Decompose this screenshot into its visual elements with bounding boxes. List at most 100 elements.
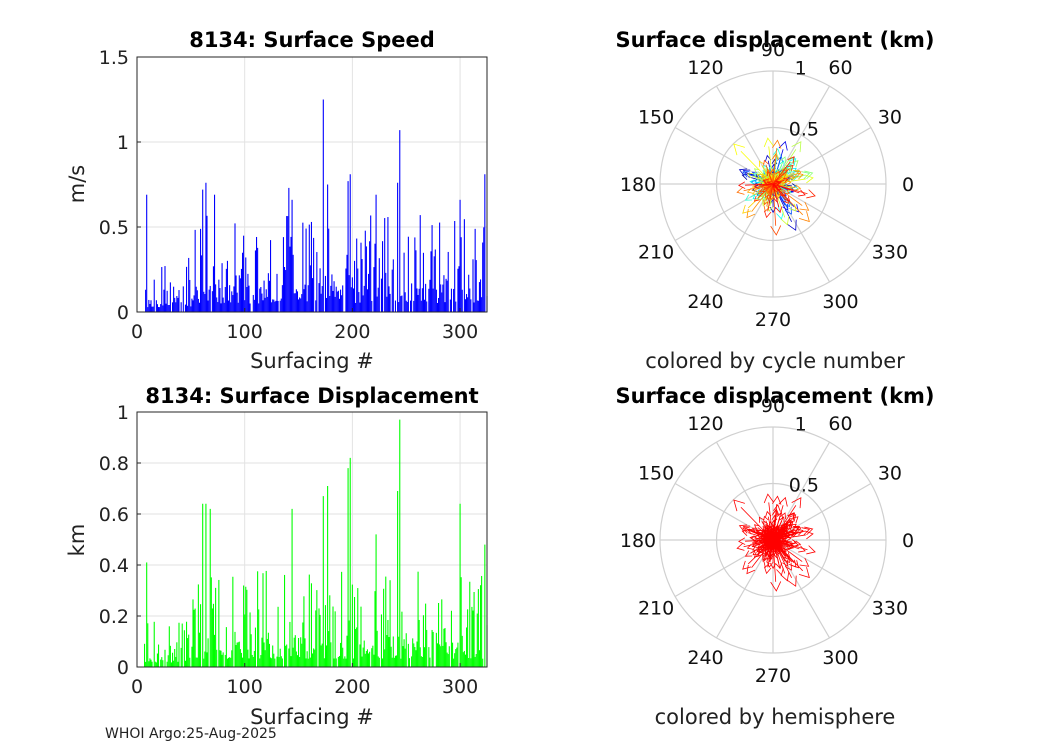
vector-arrowhead (791, 497, 802, 509)
theta-tick-label: 60 (828, 413, 852, 435)
vector-arrowhead (749, 535, 755, 541)
vector-arrowhead (763, 555, 769, 562)
displacement-vector (772, 539, 800, 550)
theta-tick-label: 0 (902, 174, 914, 196)
vector-arrowhead (744, 194, 753, 201)
x-tick-label: 0 (131, 321, 143, 343)
vector-arrowhead (775, 180, 781, 186)
vector-arrowhead (770, 168, 776, 174)
vector-arrowhead (770, 524, 776, 530)
theta-tick-label: 120 (687, 413, 723, 435)
vector-arrowhead (757, 189, 764, 195)
vector-arrowhead (773, 197, 779, 203)
vector-arrowhead (762, 179, 768, 185)
displacement-chart-title: 8134: Surface Displacement (145, 384, 478, 408)
x-tick-label: 200 (334, 676, 370, 698)
theta-tick-label: 330 (872, 242, 908, 264)
vector-arrowhead (783, 554, 789, 560)
displacement-vector (745, 183, 774, 186)
vector-arrowhead (798, 545, 806, 553)
footer-credit: WHOI Argo:25-Aug-2025 (105, 726, 277, 742)
displacement-vector (772, 183, 787, 199)
vector-arrowhead (798, 189, 806, 197)
theta-tick-label: 300 (822, 647, 858, 669)
theta-tick-label: 150 (638, 463, 674, 485)
displacement-vector (772, 517, 791, 541)
x-tick-label: 300 (442, 676, 478, 698)
vector-arrowhead (766, 170, 772, 177)
displacement-vector (767, 539, 774, 568)
vector-arrowhead (792, 525, 800, 532)
vector-arrowhead (775, 206, 783, 214)
vector-arrowhead (736, 542, 745, 551)
vector-arrowhead (773, 148, 781, 156)
vector-arrowhead (763, 159, 769, 166)
displacement-vector (757, 183, 774, 199)
vector-arrowhead (806, 545, 816, 555)
displacement-x-axis-label: Surfacing # (250, 705, 374, 729)
vector-arrowhead (753, 168, 760, 174)
vector-arrowhead (792, 169, 800, 176)
vector-arrowhead (773, 553, 779, 559)
vector-arrowhead (752, 190, 758, 195)
vector-arrowhead (775, 526, 780, 533)
vector-arrowhead (753, 552, 760, 558)
displacement-vector (757, 539, 774, 555)
vector-arrowhead (763, 199, 769, 206)
vector-arrowhead (787, 520, 794, 527)
polar-hemisphere-caption: colored by hemisphere (655, 705, 896, 729)
vector-arrowhead (767, 200, 773, 207)
displacement-vector (772, 539, 787, 555)
vector-arrowhead (764, 210, 772, 219)
displacement-vector (765, 520, 774, 541)
vector-arrowhead (783, 533, 789, 539)
vector-arrowhead (768, 521, 774, 527)
vector-arrowhead (776, 511, 784, 519)
vector-arrowhead (784, 552, 791, 558)
vector-arrowhead (805, 530, 814, 540)
vector-arrowhead (770, 581, 782, 592)
vector-arrowhead (763, 137, 774, 148)
vector-arrowhead (738, 537, 746, 545)
theta-tick-label: 300 (822, 291, 858, 313)
r-tick-label: 0.5 (789, 474, 819, 496)
vector-arrowhead (742, 560, 752, 570)
displacement-vector (745, 539, 774, 542)
vector-arrowhead (786, 219, 797, 231)
vector-arrowhead (794, 540, 802, 547)
vector-arrowhead (780, 215, 790, 226)
vector-arrowhead (742, 525, 751, 533)
displacement-vector (772, 539, 803, 562)
vector-arrowhead (759, 187, 765, 193)
spoke (772, 126, 872, 185)
vector-arrowhead (776, 211, 784, 220)
displacement-vector (772, 539, 777, 582)
vector-arrowhead (756, 173, 762, 179)
vector-arrowhead (742, 204, 752, 214)
vector-arrowhead (772, 139, 782, 149)
vector-arrowhead (768, 165, 774, 171)
vector-arrowhead (758, 516, 765, 523)
vector-arrowhead (806, 189, 816, 199)
vector-arrowhead (782, 525, 788, 531)
vector-arrowhead (742, 170, 750, 178)
vector-arrowhead (786, 167, 792, 173)
polar-cycle-chart: Surface displacement (km) colored by cyc… (615, 28, 934, 373)
vector-arrowhead (779, 516, 785, 523)
polar-cycle-caption: colored by cycle number (645, 349, 905, 373)
vector-arrowhead (752, 194, 759, 200)
displacement-vector (751, 183, 774, 212)
vector-arrowhead (761, 531, 767, 537)
vector-arrowhead (733, 499, 745, 512)
vector-arrowhead (776, 155, 784, 163)
displacement-vector (772, 539, 780, 564)
displacement-bar-chart: 8134: Surface Displacement Surfacing # k… (65, 384, 488, 729)
vector-arrowhead (799, 201, 810, 211)
vector-arrowhead (756, 529, 762, 535)
theta-tick-label: 120 (687, 57, 723, 79)
vector-arrowhead (736, 186, 745, 195)
vector-arrowhead (746, 208, 756, 219)
x-tick-label: 200 (334, 321, 370, 343)
x-tick-label: 100 (227, 321, 263, 343)
theta-tick-label: 0 (902, 530, 914, 552)
